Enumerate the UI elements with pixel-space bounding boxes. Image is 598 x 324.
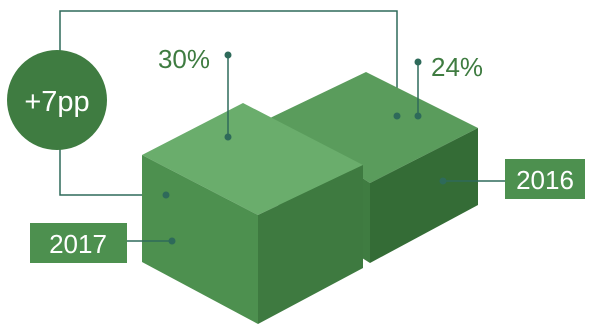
cube-2017-top bbox=[142, 103, 363, 215]
year-label-2016: 2016 bbox=[516, 165, 574, 195]
cube-2017 bbox=[142, 103, 363, 324]
year-tag-2016 bbox=[505, 159, 585, 199]
value-label-2016: 24% bbox=[431, 52, 483, 82]
difference-label: +7pp bbox=[24, 86, 89, 118]
cube-2016-top bbox=[270, 72, 478, 183]
cube-2017-right bbox=[258, 165, 363, 324]
leader-2017-value-dot-bottom bbox=[224, 133, 232, 141]
year-tag-2017 bbox=[30, 223, 127, 263]
difference-circle bbox=[7, 50, 107, 150]
year-label-2017: 2017 bbox=[49, 229, 107, 259]
comparison-bracket bbox=[59, 10, 398, 196]
bracket-end-dot bbox=[393, 112, 401, 120]
leader-2017-value-dot-top bbox=[224, 51, 232, 59]
leader-2017-tag-dot bbox=[168, 237, 176, 245]
cube-2017-left bbox=[142, 155, 258, 324]
bracket-start-dot bbox=[162, 191, 170, 199]
leader-2016-tag-dot bbox=[439, 177, 447, 185]
value-label-2017: 30% bbox=[158, 44, 210, 74]
leader-2016-value-dot-bottom bbox=[414, 112, 422, 120]
cube-2016-right bbox=[370, 128, 478, 263]
leader-2016-value-dot-top bbox=[414, 58, 422, 66]
